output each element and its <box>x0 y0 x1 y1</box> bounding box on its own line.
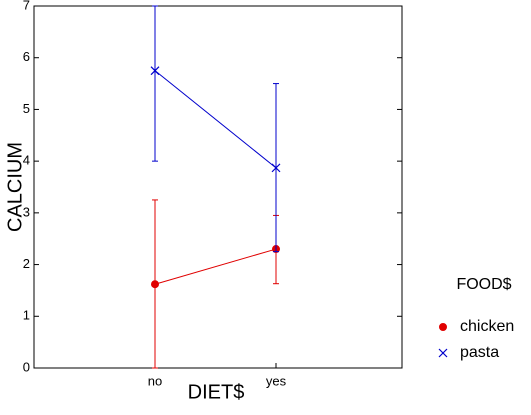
series-line <box>154 70 277 169</box>
y-tick-label: 1 <box>23 308 30 323</box>
legend-label: chicken <box>460 318 514 335</box>
x-tick-label: yes <box>266 374 287 389</box>
data-point <box>150 66 160 76</box>
data-point-stroke-b <box>271 163 281 173</box>
y-axis-title: CALCIUM <box>4 142 26 232</box>
legend-label: pasta <box>460 344 499 361</box>
legend-item-pasta: pasta <box>438 344 499 361</box>
legend-marker-stroke-b <box>438 348 448 358</box>
y-axis: 0 1 2 3 4 5 6 7 <box>23 0 402 374</box>
y-tick-label: 7 <box>23 0 30 12</box>
data-point-stroke-b <box>150 66 160 76</box>
legend-items: chicken pasta <box>438 318 514 361</box>
legend-item-chicken: chicken <box>439 318 514 335</box>
data-point <box>271 163 281 173</box>
series-layer <box>150 5 281 369</box>
x-tick-label: no <box>148 374 162 389</box>
y-tick-label: 3 <box>23 204 30 219</box>
y-tick-label: 2 <box>23 256 30 271</box>
legend: FOOD$ chicken pasta <box>438 276 514 361</box>
y-tick-label: 5 <box>23 101 30 116</box>
legend-title: FOOD$ <box>456 276 511 293</box>
legend-marker <box>438 348 448 358</box>
y-tick-label: 6 <box>23 49 30 64</box>
y-tick-label: 0 <box>23 359 30 374</box>
y-tick-label: 4 <box>23 153 30 168</box>
x-axis-title: DIET$ <box>188 382 245 404</box>
series-pasta <box>150 5 281 253</box>
series-chicken <box>151 199 280 369</box>
plot-frame <box>33 5 403 369</box>
series-line <box>154 248 277 285</box>
legend-marker <box>439 323 447 331</box>
data-point <box>151 280 159 289</box>
